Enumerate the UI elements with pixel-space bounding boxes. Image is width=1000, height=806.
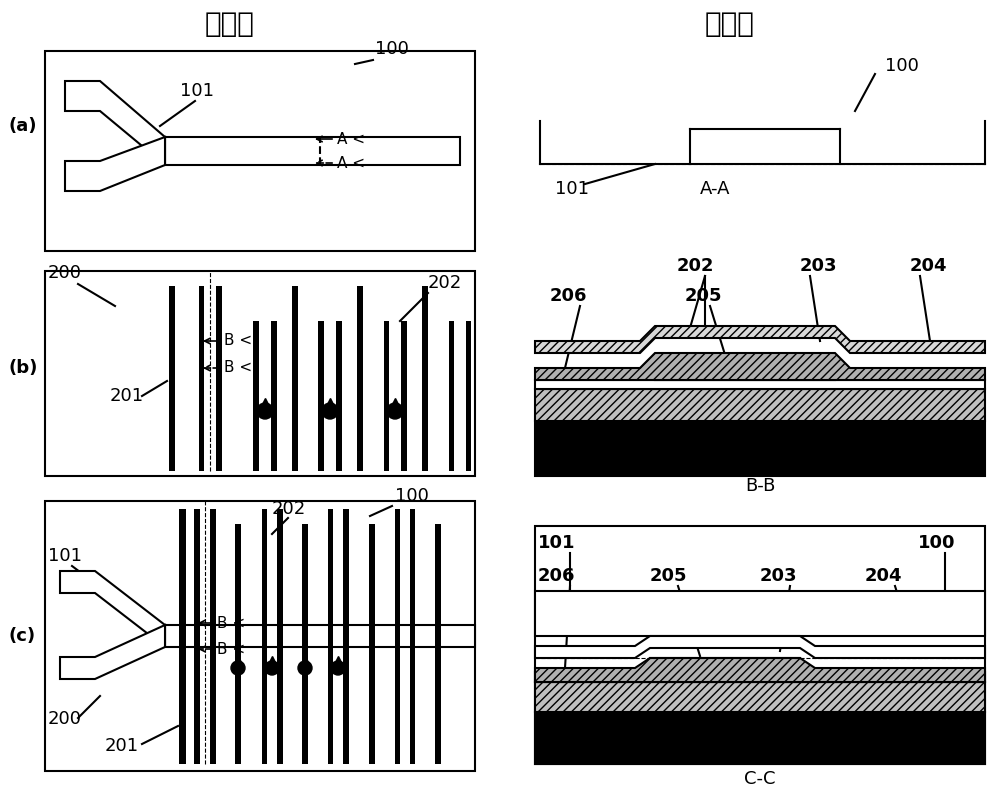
Polygon shape bbox=[535, 658, 985, 682]
Bar bbox=[466, 321, 471, 471]
Bar bbox=[650, 658, 800, 672]
Bar bbox=[302, 524, 308, 764]
Text: 204: 204 bbox=[910, 257, 948, 275]
Bar bbox=[45, 271, 475, 476]
Bar bbox=[410, 509, 415, 764]
Bar bbox=[535, 389, 985, 421]
Bar bbox=[394, 509, 400, 764]
Text: 202: 202 bbox=[428, 274, 462, 292]
Circle shape bbox=[331, 661, 345, 675]
Bar bbox=[178, 509, 186, 764]
Text: 100: 100 bbox=[918, 534, 956, 552]
Polygon shape bbox=[60, 625, 165, 679]
Bar bbox=[194, 509, 200, 764]
Polygon shape bbox=[535, 353, 985, 380]
Bar bbox=[336, 321, 342, 471]
Text: A-A: A-A bbox=[700, 180, 730, 198]
Bar bbox=[262, 509, 267, 764]
Text: B <: B < bbox=[217, 616, 245, 630]
Bar bbox=[435, 524, 441, 764]
Text: 100: 100 bbox=[885, 57, 919, 75]
Bar bbox=[216, 286, 222, 471]
Polygon shape bbox=[65, 137, 165, 191]
Circle shape bbox=[387, 403, 403, 419]
Text: (a): (a) bbox=[8, 117, 36, 135]
Bar bbox=[357, 286, 363, 471]
Polygon shape bbox=[535, 326, 985, 353]
Bar bbox=[45, 501, 475, 771]
Text: 200: 200 bbox=[48, 264, 82, 282]
Text: 206: 206 bbox=[550, 287, 588, 305]
Text: (c): (c) bbox=[8, 627, 35, 645]
Text: 101: 101 bbox=[48, 547, 82, 565]
Text: 101: 101 bbox=[180, 82, 214, 100]
Text: 俦视图: 俦视图 bbox=[205, 10, 255, 38]
Bar bbox=[328, 509, 333, 764]
Circle shape bbox=[265, 661, 279, 675]
Text: C-C: C-C bbox=[744, 770, 776, 788]
Text: B <: B < bbox=[217, 642, 245, 657]
Circle shape bbox=[231, 661, 245, 675]
Text: 200: 200 bbox=[48, 710, 82, 728]
Text: A <: A < bbox=[337, 131, 365, 147]
Text: 100: 100 bbox=[395, 487, 429, 505]
Bar bbox=[384, 321, 389, 471]
Text: A <: A < bbox=[337, 156, 365, 171]
Text: 剖面图: 剖面图 bbox=[705, 10, 755, 38]
Bar bbox=[535, 591, 985, 636]
Bar bbox=[343, 509, 349, 764]
Text: 206: 206 bbox=[538, 567, 576, 585]
Bar bbox=[45, 51, 475, 251]
Bar bbox=[254, 321, 259, 471]
Bar bbox=[535, 712, 985, 764]
Bar bbox=[535, 526, 985, 764]
Text: 201: 201 bbox=[110, 387, 144, 405]
Text: 202: 202 bbox=[676, 257, 714, 275]
Circle shape bbox=[322, 403, 338, 419]
Text: 101: 101 bbox=[538, 534, 576, 552]
Bar bbox=[535, 682, 985, 712]
Bar bbox=[535, 421, 985, 476]
Bar bbox=[235, 524, 241, 764]
Polygon shape bbox=[60, 571, 165, 647]
Bar bbox=[210, 509, 216, 764]
Bar bbox=[401, 321, 406, 471]
Bar bbox=[271, 321, 276, 471]
Text: 202: 202 bbox=[272, 500, 306, 518]
Bar bbox=[655, 365, 835, 380]
Text: B <: B < bbox=[224, 360, 252, 376]
Polygon shape bbox=[65, 81, 165, 165]
Bar bbox=[369, 524, 375, 764]
Bar bbox=[165, 625, 475, 647]
Text: 205: 205 bbox=[650, 567, 688, 585]
Text: B <: B < bbox=[224, 334, 252, 348]
Bar bbox=[535, 380, 985, 389]
Text: 203: 203 bbox=[760, 567, 798, 585]
Bar bbox=[165, 137, 460, 165]
Bar bbox=[169, 286, 175, 471]
Bar bbox=[449, 321, 454, 471]
Polygon shape bbox=[535, 636, 985, 658]
Bar bbox=[535, 672, 985, 682]
Circle shape bbox=[298, 661, 312, 675]
Text: 201: 201 bbox=[105, 737, 139, 755]
Bar bbox=[318, 321, 324, 471]
Text: (b): (b) bbox=[8, 359, 37, 377]
Bar bbox=[422, 286, 428, 471]
Bar bbox=[277, 509, 283, 764]
Text: 100: 100 bbox=[375, 40, 409, 58]
Text: B-B: B-B bbox=[745, 477, 775, 495]
Bar bbox=[292, 286, 298, 471]
Circle shape bbox=[257, 403, 273, 419]
Text: 204: 204 bbox=[865, 567, 902, 585]
Text: 203: 203 bbox=[800, 257, 838, 275]
Bar bbox=[198, 286, 204, 471]
Text: 101: 101 bbox=[555, 180, 589, 198]
Text: 205: 205 bbox=[685, 287, 722, 305]
